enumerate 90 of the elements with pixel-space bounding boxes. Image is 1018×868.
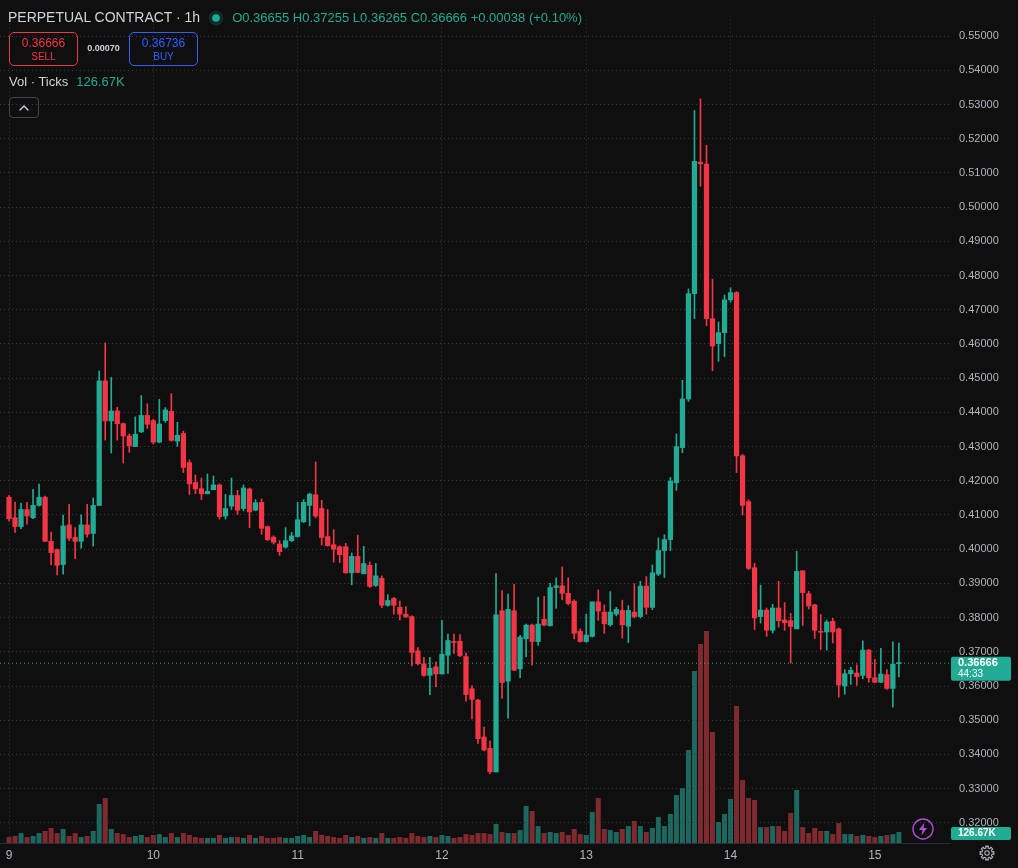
bar [174,837,180,843]
y-tick-label: 0.36000 [959,679,999,692]
bar [102,798,108,843]
bar [541,833,547,843]
bar [168,833,174,843]
bar [241,837,247,843]
y-tick-label: 0.44000 [959,405,999,418]
bar [385,837,391,843]
chart-title: PERPETUAL CONTRACT · 1h [8,9,201,26]
bar [84,836,90,843]
bar [427,836,433,843]
bar [78,837,84,843]
bar [247,834,253,843]
chart-title: Vol · Ticks [9,74,69,90]
bar [499,831,505,843]
bar [619,829,625,843]
annotation: SELL [30,50,57,63]
bar [631,820,637,843]
y-tick-label: 0.37000 [959,644,999,657]
bar [349,837,355,843]
y-tick-label: 0.40000 [959,542,999,555]
annotation: 126.67K [76,74,125,90]
chart-subtitle: O0.36655 H0.37255 L0.36265 C0.36666 +0.00038 (+0.10%) [232,9,582,26]
bar [367,837,373,843]
y-tick-label: 0.48000 [959,268,999,281]
bar [361,837,367,843]
bar [24,837,30,843]
x-tick-label: 12 [435,847,449,862]
bar [216,834,222,843]
x-tick-label: 11 [291,847,305,862]
y-tick-label: 0.52000 [959,131,999,144]
y-tick-label: 0.35000 [959,713,999,726]
bar [373,837,379,843]
y-tick-label: 0.47000 [959,302,999,315]
y-tick-label: 0.42000 [959,473,999,486]
bar [884,834,890,843]
y-tick-label: 0.43000 [959,439,999,452]
bar [794,790,800,843]
y-tick-label: 0.34000 [959,747,999,760]
y-tick-label: 0.54000 [959,63,999,76]
bar [529,810,535,843]
bar [433,837,439,843]
bar [770,826,776,843]
x-tick-label: 14 [723,847,738,862]
candlestick [818,614,824,650]
x-tick-label: 10 [146,847,161,862]
bar [18,833,24,843]
bar [637,826,643,843]
x-tick-label: 15 [868,847,882,862]
bar [505,833,511,843]
y-tick-label: 0.38000 [959,610,999,623]
y-tick-label: 0.39000 [959,576,999,589]
bar [379,833,385,843]
bar [511,833,517,843]
text: 44:33 [958,667,984,679]
y-tick-label: 0.50000 [959,200,999,213]
bar [758,827,764,843]
annotation: 0.36736 [140,36,187,50]
bar [824,830,830,843]
bar [235,837,240,843]
ref-line-label: 0.36666 [958,656,998,669]
bar [493,823,499,843]
bar [625,826,631,843]
text: 126.67K [958,827,997,839]
y-tick-label: 0.53000 [959,97,999,110]
y-tick-label: 0.49000 [959,234,999,247]
y-tick-label: 0.45000 [959,371,999,384]
bar [878,836,884,843]
x-tick-label: 9 [5,847,13,862]
x-tick-label: 13 [579,847,594,862]
annotation: 0.36666 [20,36,67,50]
bar [535,826,541,843]
y-tick-label: 0.55000 [959,29,999,42]
bar [860,834,866,843]
bar [854,836,860,843]
y-tick-label: 0.41000 [959,508,999,521]
y-tick-label: 0.46000 [959,336,999,349]
bar [253,837,259,843]
y-tick-label: 0.51000 [959,165,999,178]
annotation: BUY [152,50,175,63]
annotation: 0.00070 [86,43,121,54]
bar [108,829,114,843]
y-tick-label: 0.32000 [959,815,999,828]
bar [643,831,649,843]
bar [764,827,770,843]
bar [355,836,361,843]
buy-button: 0.36736 BUY [129,32,198,66]
bar [60,829,66,843]
sell-button: 0.36666 SELL [9,32,78,66]
y-tick-label: 0.33000 [959,781,999,794]
